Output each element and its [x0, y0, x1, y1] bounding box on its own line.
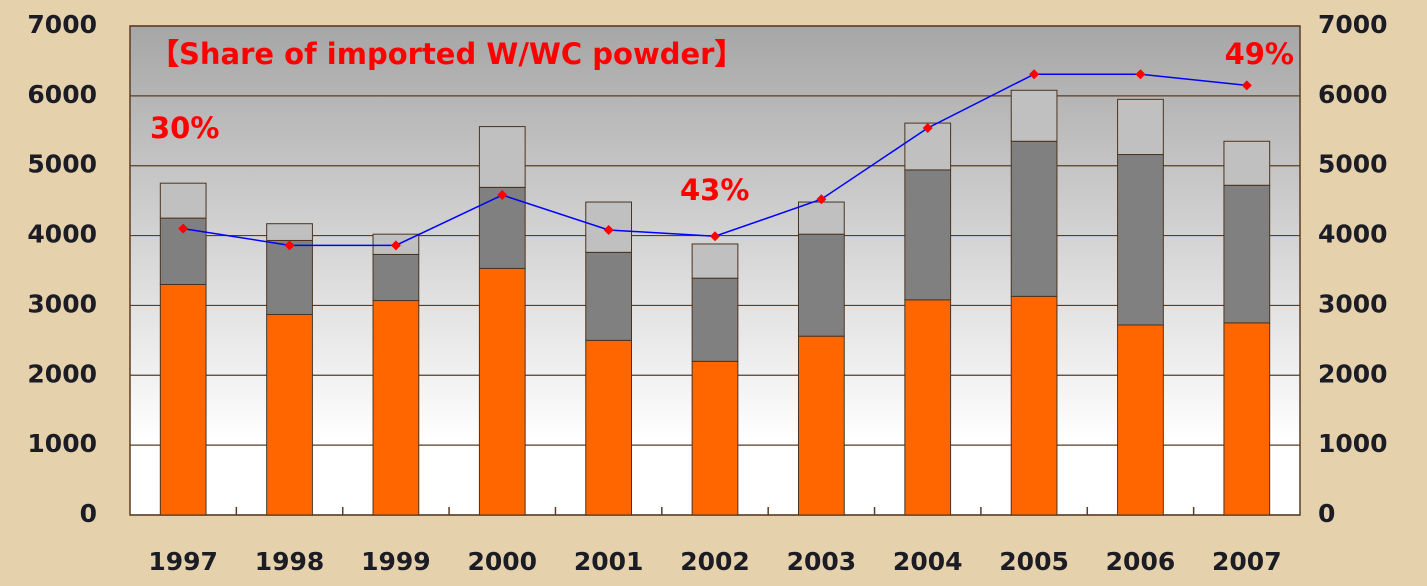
- x-tick-label: 1997: [148, 547, 218, 576]
- x-tick-label: 2004: [893, 547, 963, 576]
- line-marker: [497, 190, 508, 201]
- y-tick-label: 6000: [27, 80, 97, 109]
- bar-segment: [266, 239, 313, 316]
- bar-segment: [1223, 322, 1271, 516]
- line-marker: [284, 240, 295, 251]
- line-marker: [390, 240, 401, 251]
- bar-segment: [691, 360, 739, 516]
- y-tick-label: 2000: [27, 359, 97, 388]
- line-marker: [1029, 69, 1040, 80]
- bar-segment: [159, 283, 207, 516]
- bar-segment: [904, 169, 952, 301]
- y2-tick-label: 5000: [1318, 150, 1388, 179]
- x-tick-label: 1998: [255, 547, 325, 576]
- bar-segment: [372, 253, 420, 302]
- bar-segment: [904, 299, 952, 516]
- annotation: 【Share of imported W/WC powder】: [150, 37, 743, 71]
- y-tick-label: 4000: [27, 220, 97, 249]
- x-tick-label: 2005: [999, 547, 1069, 576]
- bar-segment: [797, 201, 845, 235]
- line-marker: [922, 122, 933, 133]
- bar-segment: [691, 243, 739, 279]
- bar-segment: [585, 339, 633, 516]
- y-tick-label: 3000: [27, 289, 97, 318]
- annotation: 43%: [680, 173, 749, 207]
- annotation: 49%: [1225, 37, 1294, 71]
- bar-segment: [1117, 98, 1164, 156]
- y2-tick-label: 6000: [1318, 80, 1388, 109]
- bar-segment: [1010, 295, 1058, 516]
- bar-segment: [372, 300, 420, 516]
- x-tick-label: 2002: [680, 547, 750, 576]
- x-tick-label: 2001: [574, 547, 644, 576]
- x-tick-label: 2003: [787, 547, 857, 576]
- line-marker: [178, 223, 189, 234]
- bar-segment: [797, 335, 845, 516]
- y-tick-label: 0: [80, 499, 97, 528]
- x-tick-label: 2000: [467, 547, 537, 576]
- bar-segment: [266, 314, 313, 516]
- y2-tick-label: 1000: [1318, 429, 1388, 458]
- y-tick-label: 5000: [27, 150, 97, 179]
- line-marker: [1135, 69, 1146, 80]
- bar-segment: [1010, 140, 1058, 297]
- bar-segment: [797, 233, 845, 337]
- bar-segment: [585, 251, 633, 341]
- bar-segment: [266, 223, 313, 241]
- line-marker: [710, 231, 720, 242]
- line-marker: [1241, 80, 1252, 91]
- bar-segment: [478, 267, 526, 516]
- annotation: 30%: [150, 111, 219, 145]
- bar-segment: [1117, 154, 1164, 326]
- bar-segment: [691, 277, 739, 362]
- y-tick-label: 7000: [27, 10, 97, 39]
- y2-tick-label: 4000: [1318, 220, 1388, 249]
- bar-segment: [1223, 140, 1271, 186]
- y2-tick-label: 0: [1318, 499, 1335, 528]
- line-marker: [816, 194, 827, 205]
- y2-tick-label: 7000: [1318, 10, 1388, 39]
- x-tick-label: 1999: [361, 547, 431, 576]
- bar-segment: [1117, 324, 1164, 516]
- y2-tick-label: 2000: [1318, 359, 1388, 388]
- bar-segment: [1010, 89, 1058, 142]
- y-tick-label: 1000: [27, 429, 97, 458]
- bar-segment: [478, 126, 526, 188]
- bar-segment: [1223, 184, 1271, 324]
- x-tick-label: 2007: [1212, 547, 1282, 576]
- x-tick-label: 2006: [1106, 547, 1176, 576]
- y2-tick-label: 3000: [1318, 289, 1388, 318]
- bar-segment: [159, 182, 207, 219]
- line-marker: [603, 224, 614, 235]
